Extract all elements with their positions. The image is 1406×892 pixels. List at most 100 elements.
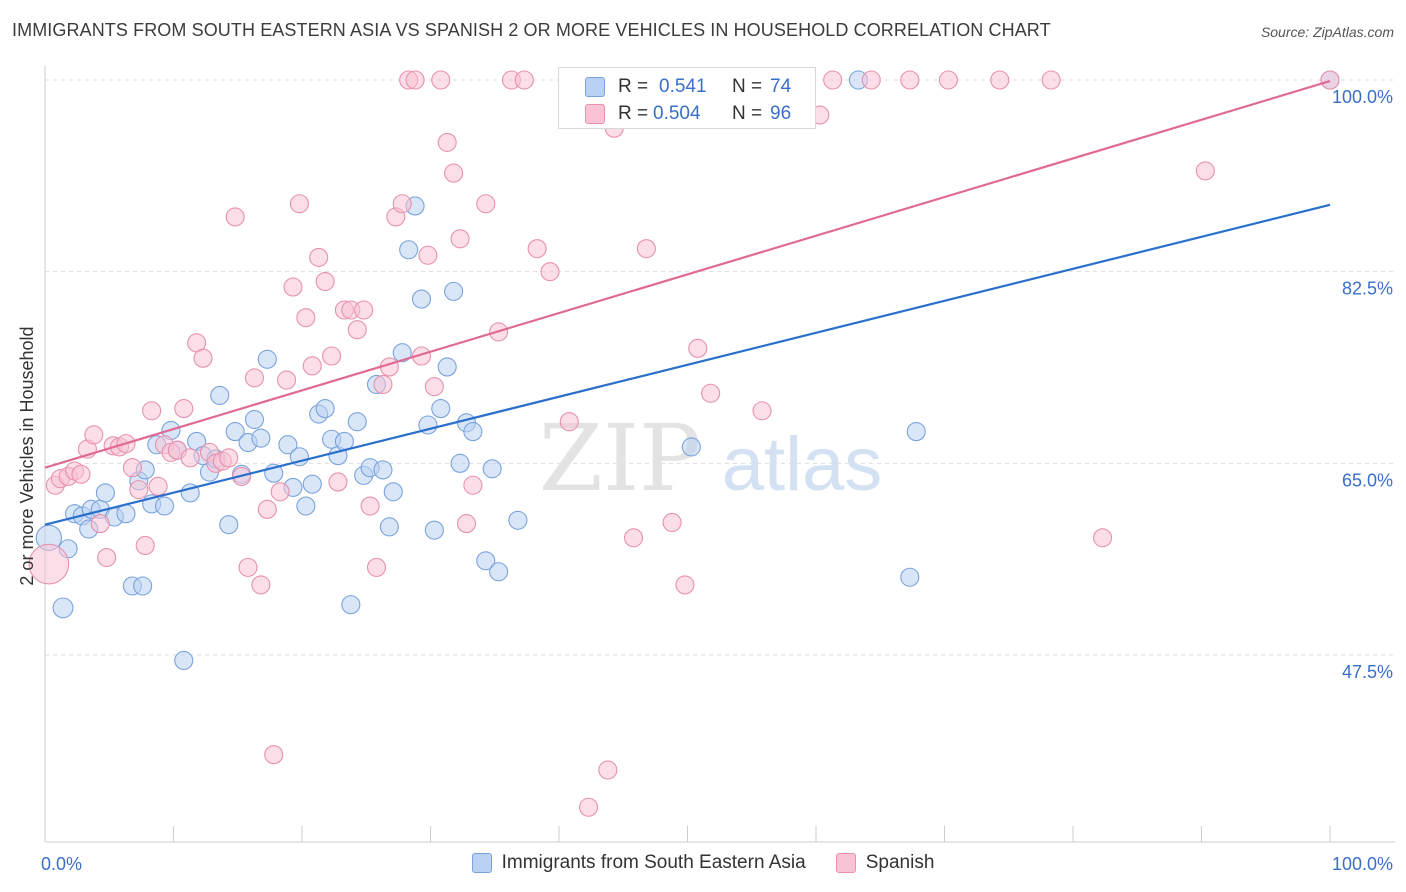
stats-r-label: R = (618, 103, 649, 124)
point-blue-33 (257, 349, 277, 369)
stats-n-label: N = (732, 76, 763, 97)
point-pink-51 (366, 557, 387, 577)
point-pink-37 (277, 370, 297, 390)
chart-source: Source: ZipAtlas.com (1260, 24, 1394, 40)
point-pink-95 (1320, 70, 1340, 90)
point-pink-32 (244, 368, 265, 388)
point-pink-73 (559, 412, 579, 432)
x-tick-label-0: 0.0% (41, 854, 82, 874)
point-blue-8 (95, 483, 115, 503)
trend-line-pink (44, 80, 1331, 469)
point-blue-53 (392, 343, 412, 363)
legend-swatch-blue (471, 853, 492, 873)
point-blue-27 (219, 515, 239, 535)
point-pink-50 (360, 496, 380, 516)
point-pink-0 (28, 543, 70, 585)
chart-title: IMMIGRANTS FROM SOUTH EASTERN ASIA VS SP… (12, 20, 1051, 40)
point-blue-31 (244, 409, 265, 430)
point-pink-52 (373, 374, 393, 395)
point-pink-48 (347, 320, 367, 340)
stats-swatch-blue (585, 77, 605, 97)
point-blue-59 (431, 399, 451, 419)
point-pink-61 (431, 70, 451, 90)
point-pink-75 (598, 760, 618, 780)
point-pink-83 (701, 383, 721, 403)
point-pink-70 (514, 70, 534, 90)
point-pink-57 (405, 70, 425, 90)
point-blue-64 (463, 422, 483, 442)
point-pink-78 (636, 239, 656, 259)
legend-label-pink: Spanish (865, 852, 935, 873)
point-blue-28 (225, 422, 245, 442)
point-pink-67 (476, 194, 496, 214)
point-pink-16 (142, 401, 162, 421)
point-pink-43 (315, 271, 335, 292)
point-pink-74 (579, 797, 599, 817)
point-blue-17 (154, 496, 175, 516)
point-pink-59 (418, 245, 438, 265)
point-pink-28 (219, 448, 239, 468)
point-pink-64 (450, 229, 470, 249)
point-pink-38 (283, 277, 303, 297)
point-pink-85 (752, 401, 772, 421)
point-pink-82 (688, 338, 708, 358)
point-blue-61 (444, 281, 464, 301)
point-blue-20 (174, 650, 194, 671)
point-blue-1 (52, 597, 74, 619)
point-pink-40 (296, 308, 316, 328)
point-blue-65 (476, 551, 496, 571)
stats-r-value: 0.541 (659, 76, 707, 97)
bottom-legend: Immigrants from South Eastern Asia Spani… (0, 852, 1406, 874)
point-pink-87 (823, 70, 843, 90)
point-pink-7 (84, 425, 104, 445)
point-pink-29 (225, 207, 245, 227)
point-blue-58 (424, 520, 444, 540)
point-pink-21 (174, 399, 194, 419)
point-pink-44 (322, 346, 342, 366)
stats-legend: R = 0.541 N = 74 R = 0.504 N = 96 (558, 67, 816, 129)
point-blue-13 (133, 576, 153, 596)
point-pink-93 (1093, 528, 1113, 548)
point-blue-46 (347, 412, 367, 432)
point-pink-92 (1041, 70, 1061, 90)
stats-r-value: 0.504 (653, 103, 701, 124)
point-pink-80 (662, 512, 682, 533)
point-pink-22 (180, 448, 200, 468)
legend-item-blue: Immigrants from South Eastern Asia (471, 852, 806, 874)
point-blue-51 (379, 517, 399, 537)
point-blue-35 (278, 435, 298, 455)
point-pink-63 (444, 163, 464, 183)
point-pink-34 (257, 499, 277, 519)
point-pink-39 (289, 194, 309, 214)
axes (44, 66, 1395, 843)
point-pink-9 (97, 547, 117, 568)
y-tick-label-2: 65.0% (1342, 470, 1393, 490)
point-pink-31 (238, 557, 258, 577)
watermark: ZIP atlas (539, 405, 882, 512)
point-pink-17 (148, 476, 168, 496)
point-pink-71 (527, 239, 547, 259)
point-blue-69 (681, 437, 701, 457)
point-pink-65 (456, 514, 477, 534)
legend-swatch-pink (835, 853, 856, 873)
point-blue-54 (399, 240, 419, 260)
point-blue-32 (251, 428, 271, 448)
point-pink-88 (861, 70, 881, 90)
point-pink-81 (675, 575, 695, 595)
point-blue-71 (906, 422, 926, 442)
point-pink-77 (623, 528, 644, 548)
y-tick-label-0: 100.0% (1332, 87, 1393, 107)
trend-line-blue (44, 203, 1331, 526)
y-axis-label: 2 or more Vehicles in Household (17, 326, 37, 585)
point-blue-52 (383, 482, 403, 502)
trend-lines (44, 80, 1331, 526)
point-blue-26 (210, 385, 230, 405)
point-pink-36 (270, 482, 290, 502)
legend-item-pink: Spanish (835, 852, 935, 874)
point-pink-35 (264, 745, 284, 765)
point-pink-90 (938, 70, 958, 90)
x-tick-label-1: 100.0% (1332, 854, 1393, 874)
point-pink-60 (424, 377, 444, 397)
point-blue-66 (482, 459, 502, 479)
